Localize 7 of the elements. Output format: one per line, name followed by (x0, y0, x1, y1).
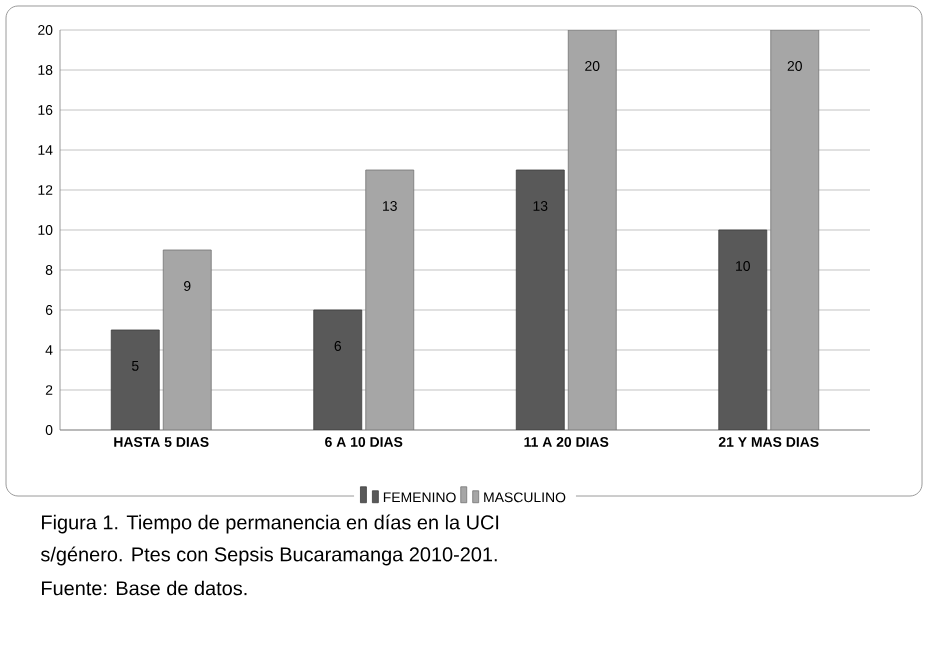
bar (515, 169, 565, 430)
source-note: Fuente: Base de datos. (42, 580, 247, 596)
text: Figura 1. Tiempo de permanencia en días en la UCI (42, 514, 499, 534)
text: s/género. Ptes con Sepsis Bucaramanga 2010-201. (40, 546, 497, 566)
bar (110, 329, 160, 430)
bar (313, 309, 363, 430)
bar (718, 229, 768, 430)
